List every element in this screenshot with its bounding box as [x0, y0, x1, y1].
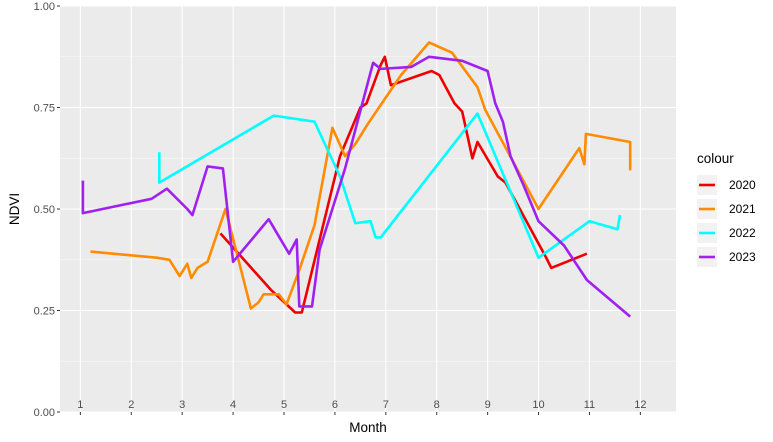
series-line-2020: [219, 55, 588, 314]
x-tick-label: 8: [434, 399, 440, 411]
y-tick-label: 1.00: [34, 1, 55, 13]
x-tick-label: 3: [179, 399, 185, 411]
y-tick-label: 0.75: [34, 103, 55, 115]
x-axis-ticks: 1 2 3 4 5 6 7 8 9 10 11 12: [77, 399, 646, 415]
legend-items: 2020 2021 2022 2023: [697, 175, 756, 267]
series-line-2023: [81, 55, 632, 318]
legend-label-2022: 2022: [729, 226, 756, 240]
x-tick-label: 6: [332, 399, 338, 411]
x-tick-label: 12: [634, 399, 646, 411]
legend-label-2023: 2023: [729, 250, 756, 264]
legend-title: colour: [697, 151, 734, 166]
x-axis-title: Month: [349, 420, 387, 435]
y-tick-label: 0.00: [34, 407, 55, 419]
x-tick-label: 9: [485, 399, 491, 411]
x-tick-label: 1: [77, 399, 83, 411]
series-line-2021: [90, 41, 632, 310]
major-gridlines: [60, 5, 676, 413]
x-tick-label: 7: [383, 399, 389, 411]
x-tick-label: 4: [230, 399, 236, 411]
x-tick-label: 2: [128, 399, 134, 411]
legend-label-2021: 2021: [729, 202, 756, 216]
legend: colour 2020 2021 2022 2023: [697, 151, 756, 267]
y-tick-label: 0.25: [34, 306, 55, 318]
x-tick-label: 11: [584, 399, 595, 411]
legend-label-2020: 2020: [729, 178, 756, 192]
x-tick-label: 5: [281, 399, 287, 411]
y-axis-ticks: 0.00 0.25 0.50 0.75 1.00: [34, 1, 60, 419]
x-tick-label: 10: [532, 399, 544, 411]
series-lines: [81, 41, 632, 318]
series-line-2022: [158, 112, 622, 259]
y-axis-title: NDVI: [7, 193, 22, 225]
y-tick-label: 0.50: [34, 204, 55, 216]
